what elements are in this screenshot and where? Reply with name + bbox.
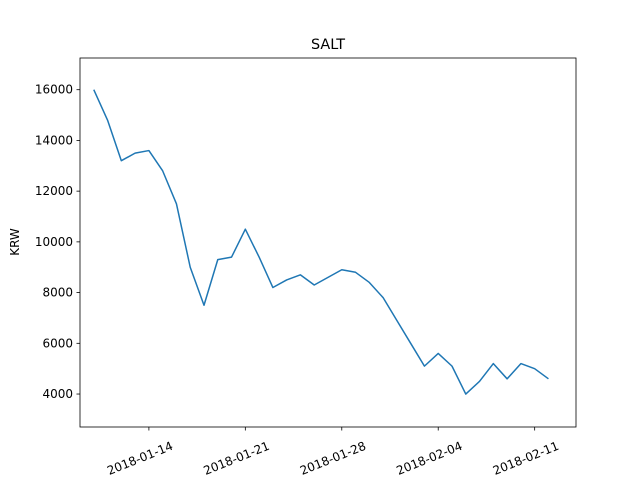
y-tick-label: 16000 — [35, 83, 73, 97]
line-series — [93, 89, 549, 395]
y-tick-label: 14000 — [35, 133, 73, 147]
y-tick-label: 4000 — [42, 387, 73, 401]
y-axis-label: KRW — [8, 228, 22, 256]
y-tick-label: 12000 — [35, 184, 73, 198]
y-tick-label: 10000 — [35, 235, 73, 249]
plot-frame — [79, 57, 577, 428]
y-tick-label: 8000 — [42, 286, 73, 300]
y-tick-label: 6000 — [42, 336, 73, 350]
chart-title: SALT — [311, 37, 345, 53]
